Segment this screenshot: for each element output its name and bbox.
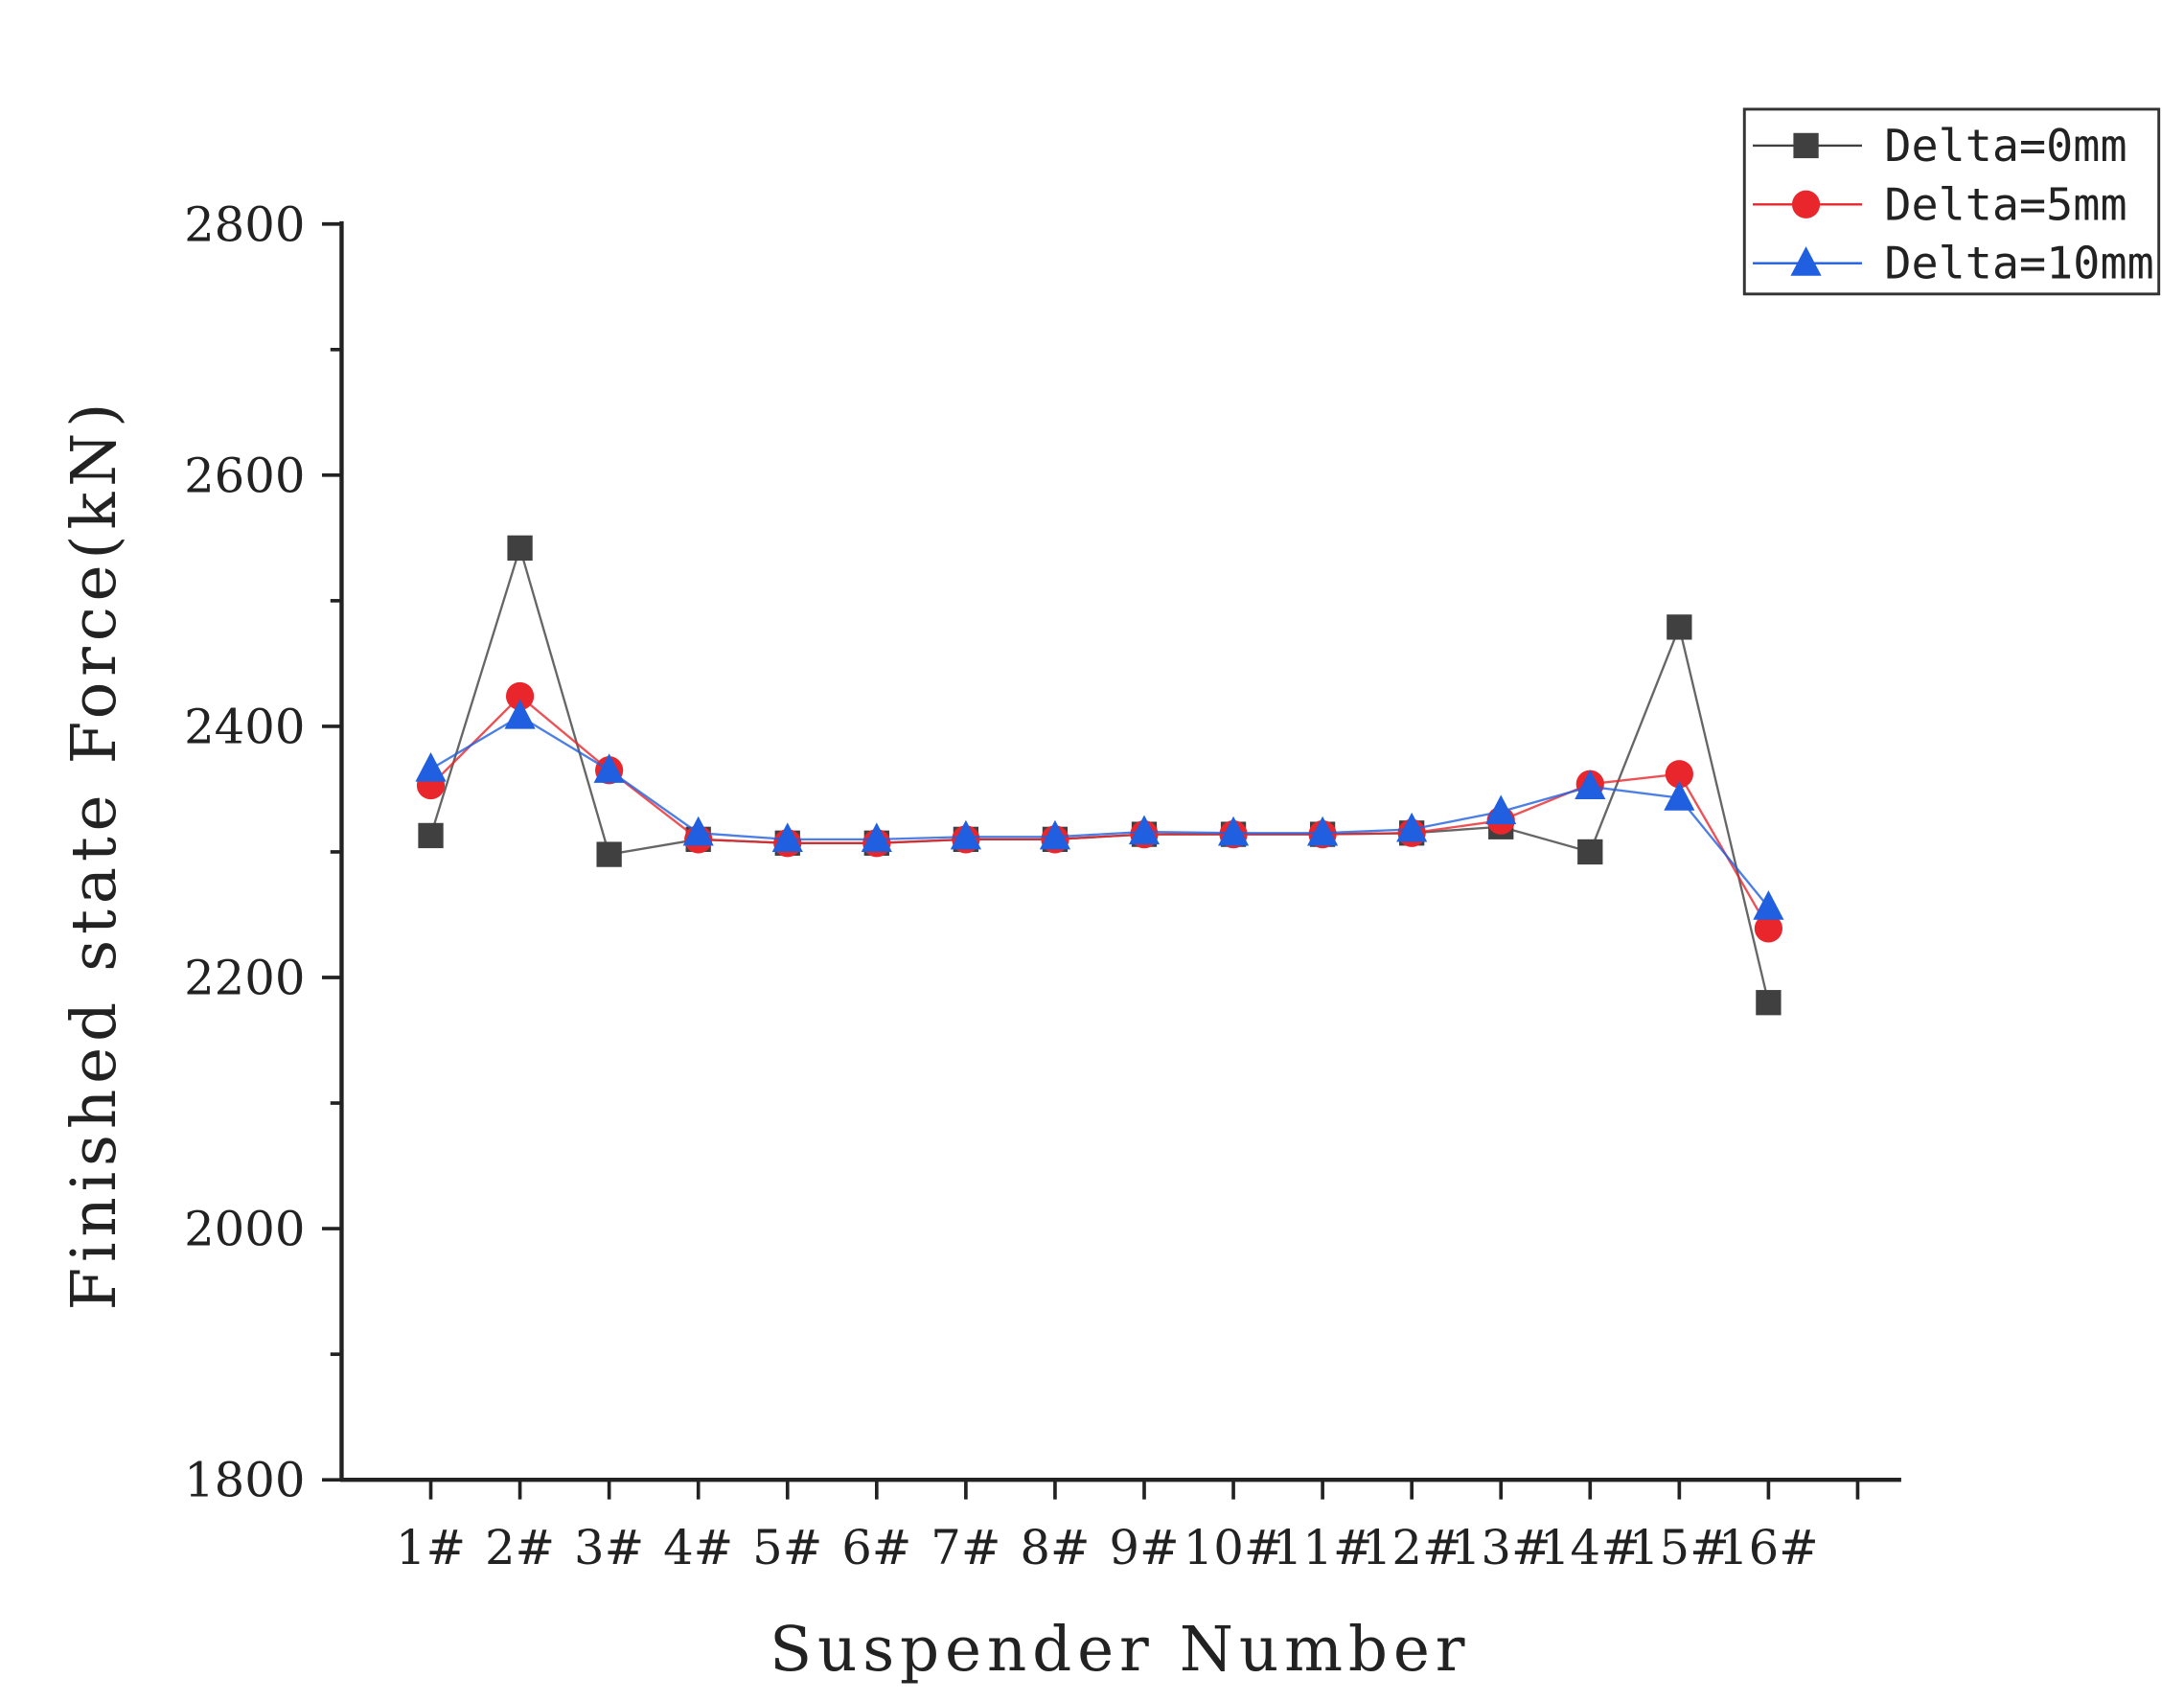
y-tick-label: 2600 — [184, 448, 305, 503]
data-point-triangle — [1790, 246, 1822, 276]
series-delta-5mm — [416, 681, 1783, 943]
series-delta-0mm — [418, 535, 1782, 1016]
data-point-circle — [1665, 760, 1693, 789]
x-tick-label: 2# — [485, 1520, 555, 1575]
series-line — [429, 694, 1770, 930]
x-tick-label: 12# — [1362, 1520, 1462, 1575]
y-tick-label: 2000 — [184, 1202, 305, 1257]
data-point-triangle — [1575, 770, 1606, 799]
data-point-triangle — [771, 822, 803, 853]
legend-label: Delta=5mm — [1884, 179, 2127, 231]
data-point-triangle — [593, 753, 625, 783]
data-point-square — [418, 822, 444, 849]
data-point-triangle — [415, 751, 447, 782]
x-tick-label: 3# — [574, 1520, 644, 1575]
data-point-square — [507, 535, 533, 561]
x-tick-label: 4# — [663, 1520, 733, 1575]
data-point-square — [1793, 132, 1819, 159]
data-point-square — [1577, 839, 1603, 865]
legend-label: Delta=0mm — [1884, 121, 2127, 172]
y-tick-label: 2200 — [184, 951, 305, 1006]
data-point-square — [1756, 990, 1782, 1016]
x-tick-label: 13# — [1451, 1520, 1552, 1575]
x-tick-label: 14# — [1540, 1520, 1641, 1575]
x-axis-label: Suspender Number — [770, 1614, 1470, 1686]
x-tick-label: 10# — [1184, 1520, 1284, 1575]
x-tick-label: 1# — [396, 1520, 466, 1575]
series-line — [429, 543, 1770, 1003]
x-tick-label: 16# — [1718, 1520, 1819, 1575]
x-tick-label: 15# — [1629, 1520, 1730, 1575]
series-delta-10mm — [415, 699, 1784, 920]
data-point-circle — [1754, 914, 1783, 943]
data-point-triangle — [950, 819, 981, 850]
data-point-triangle — [1485, 794, 1517, 825]
legend: Delta=0mm Delta=5mm Delta=10mm — [1742, 107, 2161, 296]
y-tick-label: 1800 — [184, 1453, 305, 1508]
data-point-square — [1667, 614, 1692, 640]
legend-item: Delta=10mm — [1753, 239, 2154, 290]
data-point-triangle — [1217, 816, 1250, 846]
legend-item: Delta=0mm — [1753, 121, 2127, 172]
axes — [339, 220, 1901, 1483]
data-point-triangle — [1128, 815, 1161, 845]
series-line — [429, 715, 1770, 908]
y-axis-label: Finished state Force(kN) — [58, 398, 130, 1311]
legend-label: Delta=10mm — [1884, 239, 2153, 290]
x-tick-label: 5# — [752, 1520, 822, 1575]
y-tick-label: 2800 — [184, 196, 305, 252]
data-point-triangle — [682, 816, 714, 846]
legend-item: Delta=5mm — [1753, 179, 2127, 231]
data-point-triangle — [1039, 819, 1071, 850]
data-point-triangle — [1396, 812, 1428, 842]
data-point-circle — [1791, 190, 1821, 218]
data-point-triangle — [861, 822, 892, 853]
y-tick-label: 2400 — [184, 699, 305, 754]
x-tick-label: 8# — [1020, 1520, 1090, 1575]
x-tick-label: 7# — [931, 1520, 1000, 1575]
data-point-circle — [505, 681, 535, 711]
x-tick-label: 6# — [841, 1520, 911, 1575]
data-point-triangle — [1664, 781, 1695, 811]
data-point-triangle — [1753, 890, 1784, 920]
data-point-triangle — [504, 699, 536, 729]
data-point-triangle — [1307, 816, 1339, 846]
x-tick-label: 9# — [1109, 1520, 1179, 1575]
x-tick-label: 11# — [1273, 1520, 1373, 1575]
data-point-square — [596, 841, 622, 867]
